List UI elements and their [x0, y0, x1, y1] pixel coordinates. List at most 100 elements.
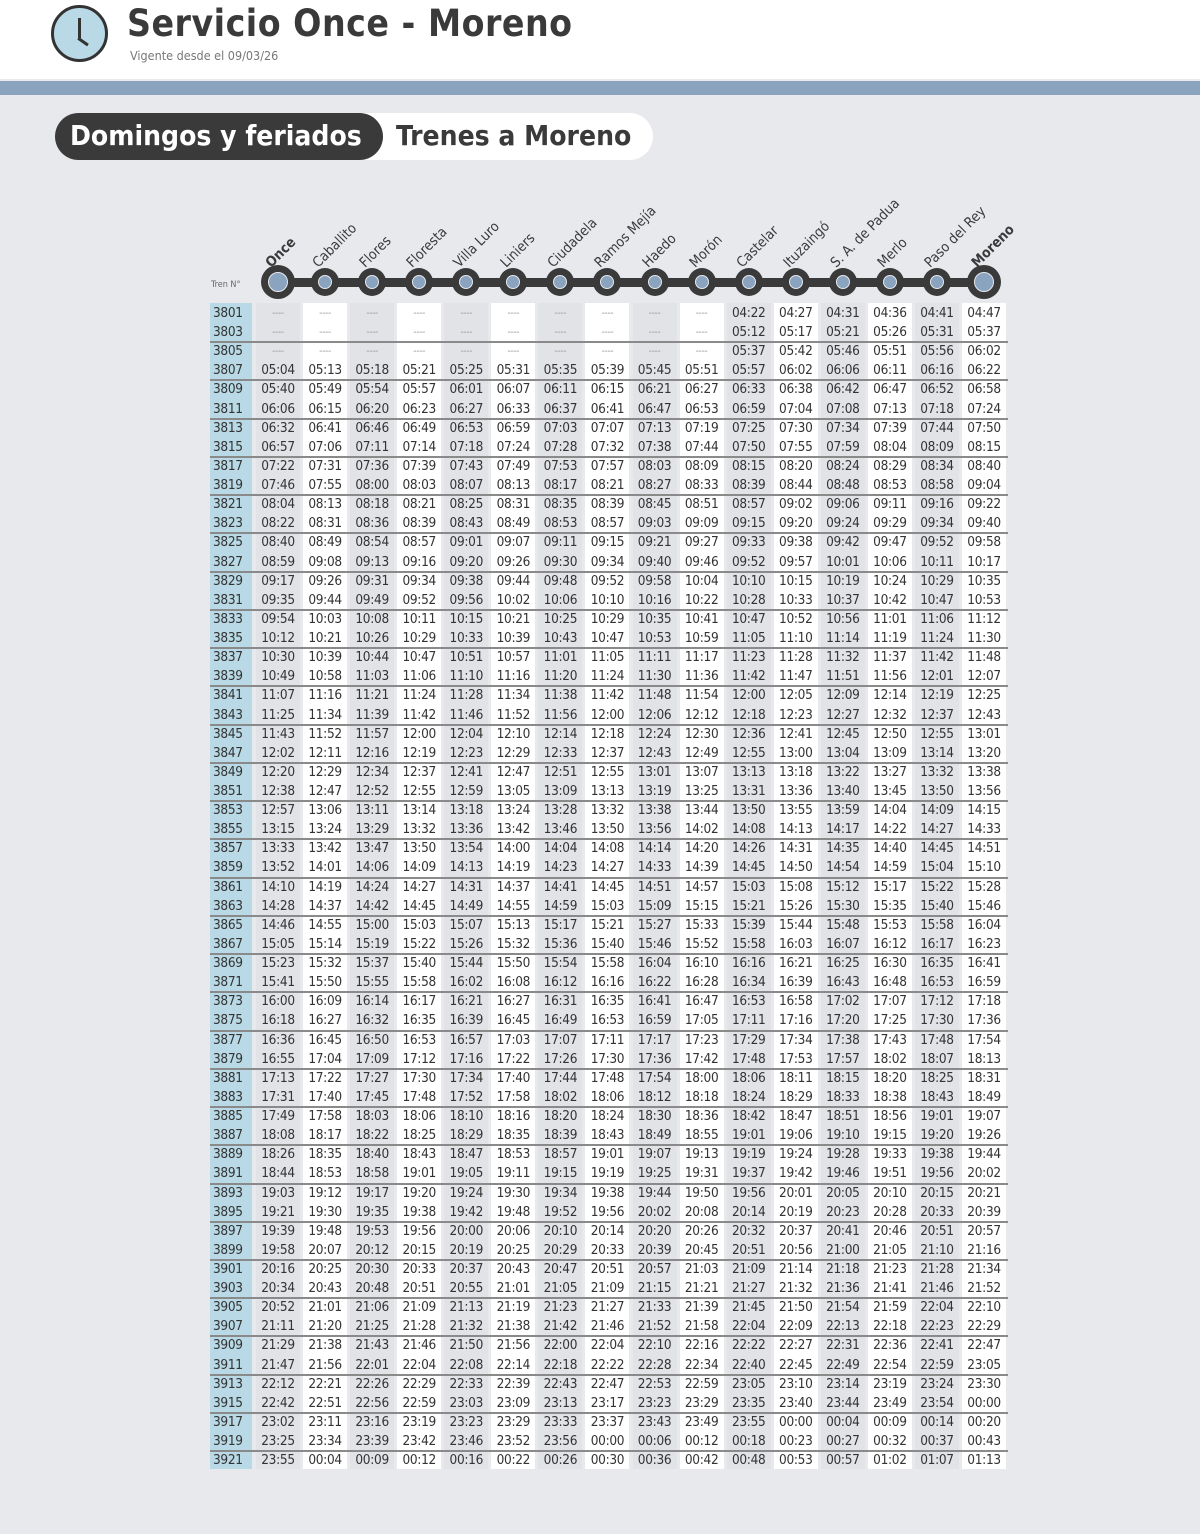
time-cell: 07:59: [826, 438, 860, 455]
train-number: 3905: [213, 1299, 243, 1316]
time-cell: 09:35: [261, 591, 295, 608]
time-cell: 12:00: [590, 706, 625, 723]
time-cell: 00:37: [920, 1433, 954, 1450]
time-cell: 22:36: [873, 1337, 907, 1354]
time-cell: 21:09: [590, 1280, 625, 1297]
time-cell: 14:01: [308, 859, 342, 876]
time-cell: 10:22: [684, 591, 719, 608]
time-cell: 20:01: [779, 1184, 813, 1201]
time-cell: 11:47: [779, 668, 813, 685]
time-cell: 08:17: [543, 477, 578, 494]
time-cell: 05:21: [826, 324, 860, 341]
time-cell: 09:52: [590, 572, 625, 589]
time-cell: 18:24: [731, 1088, 766, 1105]
time-cell: 17:02: [826, 993, 860, 1010]
time-cell: 16:08: [496, 974, 531, 991]
time-cell: 09:06: [826, 496, 860, 513]
time-cell: 11:42: [731, 668, 766, 685]
time-cell: 09:02: [779, 496, 813, 513]
time-cell: 20:52: [261, 1299, 295, 1316]
time-cell: 18:18: [684, 1088, 719, 1105]
time-cell: 20:30: [355, 1261, 389, 1277]
table-row: 3837 10:30 10:39 10:44 10:47 10:51 10:57 11:01 1…: [210, 648, 1010, 667]
time-cell: 11:38: [543, 687, 578, 704]
time-cell: 22:13: [826, 1318, 860, 1335]
clock-icon: [51, 5, 108, 62]
station-marker-icon: [781, 268, 810, 296]
time-cell: 10:11: [402, 610, 436, 627]
time-cell: 12:32: [873, 706, 907, 723]
time-cell: 10:47: [402, 649, 436, 666]
time-cell: 13:06: [308, 802, 342, 819]
time-cell: 19:56: [590, 1203, 625, 1220]
time-cell: 11:56: [543, 706, 578, 723]
time-cell: 15:46: [637, 935, 672, 952]
time-cell: 13:13: [731, 763, 766, 780]
table-row: 3873 16:00 16:09 16:14 16:17 16:21 16:27 16:31 1…: [210, 992, 1010, 1011]
time-cell: 17:22: [496, 1050, 531, 1067]
time-cell: 15:13: [496, 916, 531, 933]
time-cell: 09:16: [402, 553, 436, 570]
time-cell: 15:12: [826, 878, 860, 895]
train-number-header: Tren N°: [211, 280, 241, 290]
time-cell: 23:14: [826, 1375, 860, 1392]
time-cell: 21:03: [684, 1261, 719, 1277]
time-cell: 06:21: [637, 381, 672, 398]
time-cell: 11:19: [873, 630, 907, 647]
time-cell: 15:48: [826, 916, 860, 933]
table-row: 3903 20:34 20:43 20:48 20:51 20:55 21:01 21:05 2…: [210, 1279, 1010, 1298]
time-cell: 12:23: [449, 744, 484, 761]
time-cell: 11:42: [402, 706, 436, 723]
table-row: 3847 12:02 12:11 12:16 12:19 12:23 12:29 12:33 1…: [210, 744, 1010, 763]
time-cell: 11:30: [637, 668, 672, 685]
time-cell: 21:06: [355, 1299, 389, 1316]
time-cell: 00:48: [731, 1452, 766, 1469]
time-cell: 11:05: [731, 630, 766, 647]
time-cell: 18:58: [355, 1165, 389, 1182]
time-cell: 11:11: [637, 649, 672, 666]
train-number: 3827: [213, 553, 243, 570]
time-cell: 13:22: [826, 763, 860, 780]
time-cell: 12:52: [355, 783, 389, 799]
time-cell: 16:57: [449, 1031, 484, 1048]
time-cell: 18:35: [308, 1146, 342, 1163]
table-row: 3875 16:18 16:27 16:32 16:35 16:39 16:45 16:49 1…: [210, 1011, 1010, 1030]
table-row: 3823 08:22 08:31 08:36 08:39 08:43 08:49 08:53 0…: [210, 514, 1010, 533]
time-cell: ----: [507, 346, 520, 358]
time-cell: ----: [366, 327, 379, 339]
time-cell: 23:34: [308, 1433, 342, 1450]
time-cell: 11:36: [684, 668, 719, 685]
time-cell: 23:52: [496, 1433, 531, 1450]
time-cell: 07:46: [261, 477, 295, 494]
station-label: Haedo: [639, 230, 680, 271]
time-cell: 23:13: [543, 1394, 578, 1411]
row-divider: [210, 1220, 1008, 1223]
column-background: [491, 303, 536, 1469]
time-cell: 00:00: [967, 1394, 1001, 1411]
time-cell: 00:43: [967, 1433, 1001, 1450]
time-cell: 17:36: [637, 1050, 672, 1067]
time-cell: 12:37: [402, 763, 436, 780]
time-cell: 09:07: [496, 534, 531, 551]
time-cell: 10:11: [920, 553, 954, 570]
time-cell: 11:01: [543, 649, 578, 666]
time-cell: 15:08: [779, 878, 813, 895]
time-cell: 09:34: [920, 515, 954, 532]
train-number: 3825: [213, 534, 243, 551]
table-row: 3811 06:06 06:15 06:20 06:23 06:27 06:33 06:37 0…: [210, 400, 1010, 419]
time-cell: 06:46: [355, 419, 389, 436]
time-cell: 16:07: [826, 935, 860, 952]
time-cell: 17:07: [873, 993, 907, 1010]
column-background: [397, 303, 442, 1469]
column-background: [773, 303, 818, 1469]
time-cell: 12:34: [355, 763, 389, 780]
row-divider: [210, 1029, 1008, 1032]
train-number: 3811: [213, 400, 243, 417]
time-cell: 13:52: [261, 859, 295, 876]
time-cell: 21:39: [684, 1299, 719, 1316]
time-cell: 15:39: [731, 916, 766, 933]
time-cell: 13:14: [920, 744, 954, 761]
time-cell: 17:34: [779, 1031, 813, 1048]
time-cell: 07:18: [920, 400, 954, 417]
time-cell: 21:21: [684, 1280, 719, 1297]
